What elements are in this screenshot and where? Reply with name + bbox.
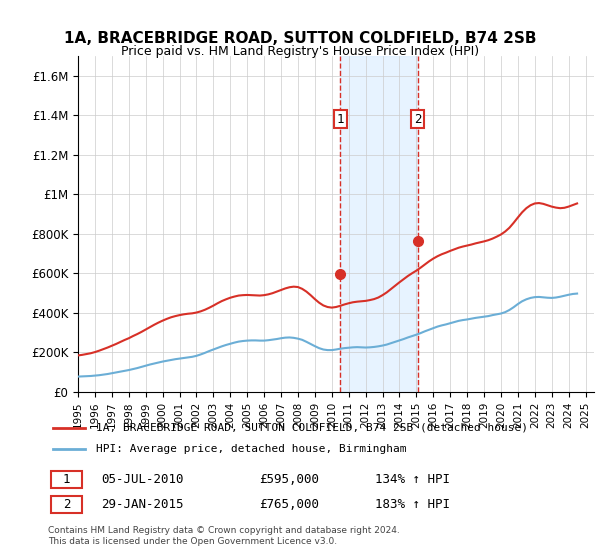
Text: 2: 2 <box>63 498 70 511</box>
Text: Price paid vs. HM Land Registry's House Price Index (HPI): Price paid vs. HM Land Registry's House … <box>121 45 479 58</box>
Text: 1A, BRACEBRIDGE ROAD, SUTTON COLDFIELD, B74 2SB (detached house): 1A, BRACEBRIDGE ROAD, SUTTON COLDFIELD, … <box>95 423 527 433</box>
Text: 2: 2 <box>414 113 421 126</box>
FancyBboxPatch shape <box>50 496 82 513</box>
Text: 1: 1 <box>63 473 70 486</box>
Text: 1: 1 <box>337 113 344 126</box>
Text: 29-JAN-2015: 29-JAN-2015 <box>101 498 184 511</box>
Text: £595,000: £595,000 <box>259 473 319 486</box>
Text: HPI: Average price, detached house, Birmingham: HPI: Average price, detached house, Birm… <box>95 444 406 454</box>
Text: 134% ↑ HPI: 134% ↑ HPI <box>376 473 451 486</box>
Text: 05-JUL-2010: 05-JUL-2010 <box>101 473 184 486</box>
Bar <box>340 56 418 392</box>
Text: 1A, BRACEBRIDGE ROAD, SUTTON COLDFIELD, B74 2SB: 1A, BRACEBRIDGE ROAD, SUTTON COLDFIELD, … <box>64 31 536 46</box>
Text: Contains HM Land Registry data © Crown copyright and database right 2024.
This d: Contains HM Land Registry data © Crown c… <box>48 526 400 546</box>
Text: 183% ↑ HPI: 183% ↑ HPI <box>376 498 451 511</box>
FancyBboxPatch shape <box>50 470 82 488</box>
Text: £765,000: £765,000 <box>259 498 319 511</box>
